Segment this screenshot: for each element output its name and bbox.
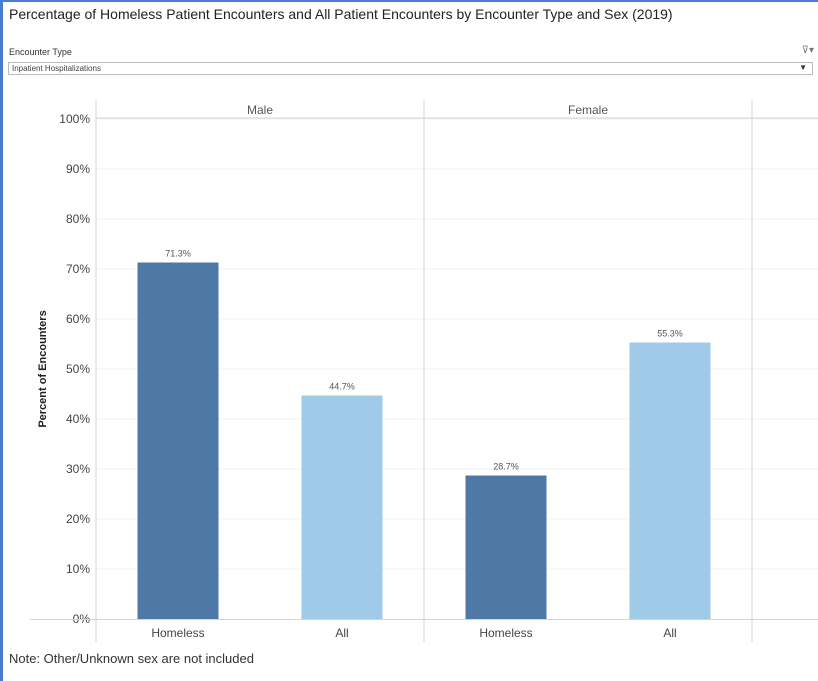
x-tick-label: All: [663, 626, 676, 640]
data-label: 71.3%: [165, 249, 191, 259]
encounter-type-dropdown[interactable]: Inpatient Hospitalizations ▼: [8, 62, 813, 75]
bar-female-homeless: [465, 475, 547, 619]
x-tick-label: Homeless: [151, 626, 204, 640]
bar-male-homeless: [137, 262, 219, 619]
frame-left-border: [0, 0, 3, 681]
data-label: 44.7%: [329, 382, 355, 392]
filter-clear-icon[interactable]: ⊽▾: [801, 45, 814, 56]
bar-male-all: [301, 395, 383, 619]
y-tick-label: 80%: [66, 212, 90, 226]
y-tick-label: 10%: [66, 562, 90, 576]
x-tick-label: Homeless: [479, 626, 532, 640]
x-tick-label: All: [335, 626, 348, 640]
panel-header-male: Male: [247, 103, 273, 117]
data-label: 28.7%: [493, 462, 519, 472]
panel-header-female: Female: [568, 103, 608, 117]
frame-top-border: [0, 0, 818, 2]
dropdown-selected-value: Inpatient Hospitalizations: [12, 64, 101, 73]
y-tick-label: 20%: [66, 512, 90, 526]
filter-label: Encounter Type: [9, 47, 72, 57]
y-tick-label: 60%: [66, 312, 90, 326]
footnote: Note: Other/Unknown sex are not included: [9, 651, 254, 666]
chevron-down-icon[interactable]: ▼: [799, 63, 807, 72]
y-tick-label: 70%: [66, 262, 90, 276]
y-axis-label: Percent of Encounters: [37, 310, 49, 427]
y-tick-label: 30%: [66, 462, 90, 476]
chart-title: Percentage of Homeless Patient Encounter…: [9, 6, 673, 22]
y-tick-label: 90%: [66, 162, 90, 176]
y-tick-label: 50%: [66, 362, 90, 376]
bar-female-all: [629, 342, 711, 619]
y-tick-label: 100%: [59, 112, 90, 126]
y-tick-label: 40%: [66, 412, 90, 426]
data-label: 55.3%: [657, 329, 683, 339]
